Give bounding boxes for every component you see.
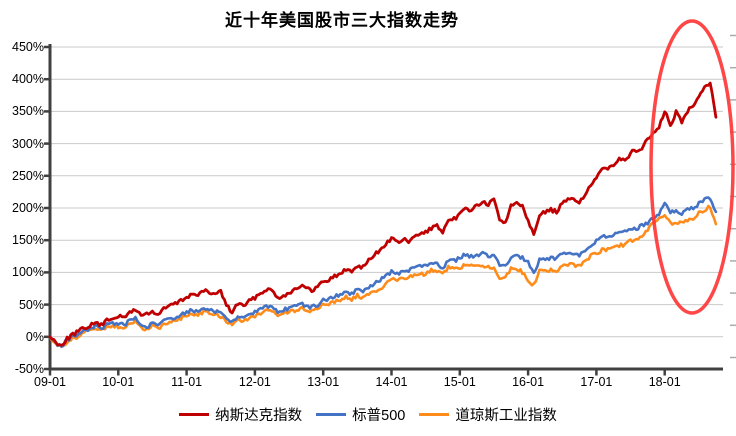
y-axis-tick-label: 250% — [12, 168, 44, 183]
y-axis-tick-label: 150% — [12, 233, 44, 248]
x-axis-tick-label: 12-01 — [238, 375, 271, 389]
x-axis-tick-label: 13-01 — [307, 375, 340, 389]
series-line-nasdaq — [48, 81, 718, 347]
y-axis-tick-label: 300% — [12, 136, 44, 151]
y-axis-tick-label: 450% — [12, 40, 44, 54]
chart-title: 近十年美国股市三大指数走势 — [225, 11, 459, 30]
y-axis-tick-label: 200% — [12, 201, 44, 215]
legend: 纳斯达克指数 标普500 道琼斯工业指数 — [0, 404, 736, 425]
legend-item: 标普500 — [316, 404, 405, 425]
y-axis-tick-label: 400% — [12, 72, 44, 87]
legend-line-swatch — [179, 412, 210, 417]
x-axis-tick-label: 15-01 — [443, 375, 476, 389]
series-line-dow — [48, 204, 718, 348]
legend-line-swatch — [419, 412, 450, 417]
y-axis-tick-label: -50% — [14, 362, 44, 376]
x-axis-tick-label: 17-01 — [580, 375, 613, 389]
highlight-ellipse-annotation — [649, 19, 735, 315]
y-axis-tick-label: 50% — [18, 297, 44, 312]
x-axis-tick-label: 11-01 — [171, 375, 203, 389]
legend-label: 纳斯达克指数 — [215, 408, 303, 424]
x-axis-tick-label: 18-01 — [648, 375, 681, 389]
y-axis-tick-label: 350% — [12, 104, 44, 119]
y-axis-tick-label: 100% — [12, 265, 44, 280]
x-axis-tick-label: 10-01 — [102, 375, 135, 389]
series-line-sp500 — [48, 196, 718, 348]
y-axis-tick-label: 0% — [25, 329, 44, 344]
legend-item: 道琼斯工业指数 — [419, 404, 557, 425]
x-axis-tick-label: 16-01 — [512, 375, 545, 389]
x-axis-tick-label: 09-01 — [34, 375, 66, 389]
legend-item: 纳斯达克指数 — [179, 404, 302, 425]
legend-line-swatch — [316, 412, 347, 417]
legend-label: 标普500 — [352, 408, 406, 424]
legend-label: 道琼斯工业指数 — [455, 408, 557, 424]
x-axis-tick-label: 14-01 — [375, 375, 408, 389]
